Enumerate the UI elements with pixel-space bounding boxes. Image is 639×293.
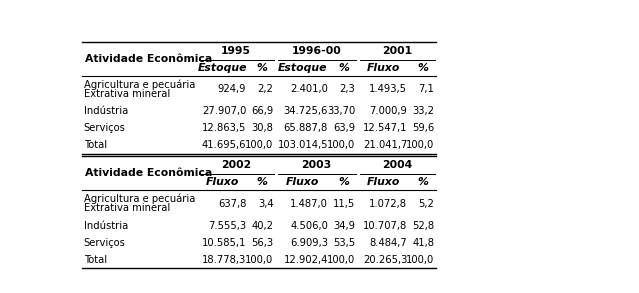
Text: 3,4: 3,4 — [258, 199, 273, 209]
Text: 41,8: 41,8 — [412, 238, 435, 248]
Text: 34,9: 34,9 — [333, 221, 355, 231]
Text: 100,0: 100,0 — [406, 140, 435, 150]
Text: 100,0: 100,0 — [245, 140, 273, 150]
Text: 924,9: 924,9 — [218, 84, 246, 94]
Text: 30,8: 30,8 — [252, 123, 273, 133]
Text: 41.695,6: 41.695,6 — [202, 140, 246, 150]
Text: Indústria: Indústria — [84, 221, 128, 231]
Text: Serviços: Serviços — [84, 238, 126, 248]
Text: 12.547,1: 12.547,1 — [363, 123, 407, 133]
Text: Total: Total — [84, 255, 107, 265]
Text: 5,2: 5,2 — [419, 199, 435, 209]
Text: 100,0: 100,0 — [327, 140, 355, 150]
Text: 7.555,3: 7.555,3 — [208, 221, 246, 231]
Text: 66,9: 66,9 — [251, 106, 273, 116]
Text: 100,0: 100,0 — [245, 255, 273, 265]
Text: Fluxo: Fluxo — [206, 177, 239, 187]
Text: 34.725,6: 34.725,6 — [284, 106, 328, 116]
Text: 20.265,3: 20.265,3 — [363, 255, 407, 265]
Text: 10.585,1: 10.585,1 — [202, 238, 246, 248]
Text: 11,5: 11,5 — [333, 199, 355, 209]
Text: 2,2: 2,2 — [258, 84, 273, 94]
Text: %: % — [338, 63, 349, 73]
Text: Extrativa mineral: Extrativa mineral — [84, 203, 170, 213]
Text: 637,8: 637,8 — [218, 199, 246, 209]
Text: 100,0: 100,0 — [327, 255, 355, 265]
Text: Atividade Econômica: Atividade Econômica — [85, 54, 212, 64]
Text: 1995: 1995 — [221, 46, 251, 56]
Text: 21.041,7: 21.041,7 — [363, 140, 407, 150]
Text: 33,70: 33,70 — [327, 106, 355, 116]
Text: Fluxo: Fluxo — [286, 177, 320, 187]
Text: %: % — [256, 177, 267, 187]
Text: %: % — [256, 63, 267, 73]
Text: 27.907,0: 27.907,0 — [202, 106, 246, 116]
Text: Extrativa mineral: Extrativa mineral — [84, 89, 170, 99]
Text: 59,6: 59,6 — [412, 123, 435, 133]
Text: Fluxo: Fluxo — [367, 63, 400, 73]
Text: 40,2: 40,2 — [252, 221, 273, 231]
Text: 2001: 2001 — [381, 46, 412, 56]
Text: 100,0: 100,0 — [406, 255, 435, 265]
Text: 8.484,7: 8.484,7 — [369, 238, 407, 248]
Text: 6.909,3: 6.909,3 — [290, 238, 328, 248]
Text: 12.863,5: 12.863,5 — [202, 123, 246, 133]
Text: Agricultura e pecuária: Agricultura e pecuária — [84, 194, 195, 205]
Text: 2,3: 2,3 — [339, 84, 355, 94]
Text: 1996-00: 1996-00 — [291, 46, 341, 56]
Text: Serviços: Serviços — [84, 123, 126, 133]
Text: Estoque: Estoque — [278, 63, 327, 73]
Text: 63,9: 63,9 — [333, 123, 355, 133]
Text: 52,8: 52,8 — [412, 221, 435, 231]
Text: 65.887,8: 65.887,8 — [284, 123, 328, 133]
Text: Atividade Econômica: Atividade Econômica — [85, 168, 212, 178]
Text: %: % — [417, 63, 428, 73]
Text: 12.902,4: 12.902,4 — [284, 255, 328, 265]
Text: 56,3: 56,3 — [251, 238, 273, 248]
Text: 1.487,0: 1.487,0 — [290, 199, 328, 209]
Text: 2003: 2003 — [301, 160, 332, 170]
Text: 1.493,5: 1.493,5 — [369, 84, 407, 94]
Text: Estoque: Estoque — [197, 63, 247, 73]
Text: 33,2: 33,2 — [412, 106, 435, 116]
Text: 7,1: 7,1 — [419, 84, 435, 94]
Text: Indústria: Indústria — [84, 106, 128, 116]
Text: 2002: 2002 — [220, 160, 251, 170]
Text: 7.000,9: 7.000,9 — [369, 106, 407, 116]
Text: 10.707,8: 10.707,8 — [363, 221, 407, 231]
Text: %: % — [338, 177, 349, 187]
Text: %: % — [417, 177, 428, 187]
Text: 2004: 2004 — [381, 160, 412, 170]
Text: 18.778,3: 18.778,3 — [202, 255, 246, 265]
Text: 2.401,0: 2.401,0 — [290, 84, 328, 94]
Text: Agricultura e pecuária: Agricultura e pecuária — [84, 79, 195, 90]
Text: Total: Total — [84, 140, 107, 150]
Text: 4.506,0: 4.506,0 — [290, 221, 328, 231]
Text: 103.014,5: 103.014,5 — [277, 140, 328, 150]
Text: 1.072,8: 1.072,8 — [369, 199, 407, 209]
Text: 53,5: 53,5 — [333, 238, 355, 248]
Text: Fluxo: Fluxo — [367, 177, 400, 187]
